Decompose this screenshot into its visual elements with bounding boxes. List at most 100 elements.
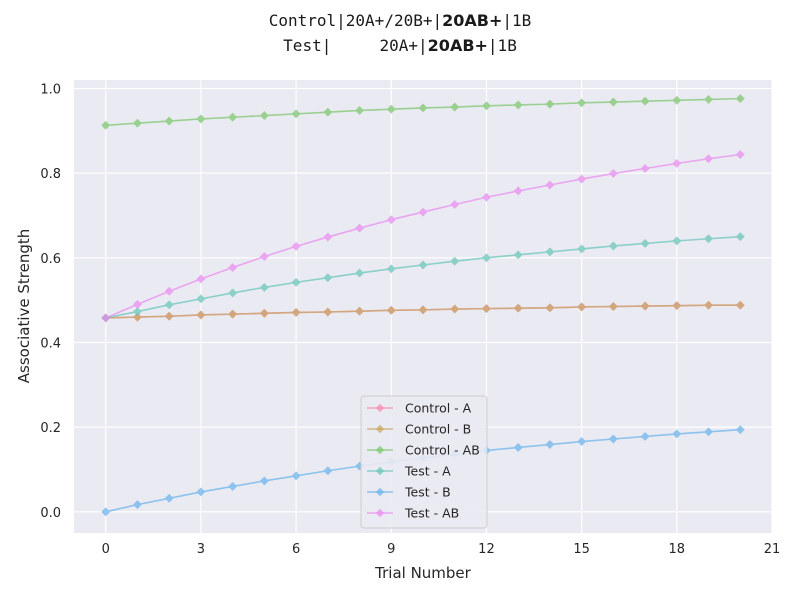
legend-swatch-marker <box>375 424 385 434</box>
legend-swatch-marker <box>375 466 385 476</box>
data-point <box>323 466 333 476</box>
data-point <box>323 307 333 317</box>
title-line-1-suffix: |1B <box>502 11 532 30</box>
x-tick-label: 3 <box>197 542 205 557</box>
data-point <box>259 282 269 293</box>
data-point <box>481 253 492 263</box>
y-axis-label: Associative Strength <box>15 229 33 383</box>
data-point <box>228 288 238 298</box>
data-point <box>513 250 523 260</box>
data-point <box>672 158 682 168</box>
data-point <box>228 481 238 491</box>
title-line-2-suffix: |1B <box>487 36 517 55</box>
data-point <box>608 97 618 107</box>
data-point <box>450 102 460 112</box>
series-control-ab <box>101 94 745 130</box>
legend: Control - A Control - B Control - AB Test -… <box>360 395 488 529</box>
data-point <box>703 154 714 164</box>
data-point <box>323 232 333 242</box>
x-tick-label: 9 <box>387 542 395 557</box>
data-point <box>132 118 143 128</box>
y-tick-labels: 0.0 0.2 0.4 0.6 0.8 1.0 <box>40 82 61 520</box>
data-point <box>513 186 523 196</box>
data-point <box>132 307 143 317</box>
x-tick-label: 0 <box>102 542 110 557</box>
data-point <box>703 427 714 437</box>
data-point <box>418 103 428 113</box>
legend-swatch-marker <box>375 403 385 413</box>
y-tick-label: 1.0 <box>40 82 61 97</box>
data-point <box>354 306 365 316</box>
data-point <box>259 111 269 121</box>
data-point <box>481 304 492 314</box>
data-point <box>640 96 650 106</box>
y-tick-label: 0.0 <box>40 506 61 521</box>
data-point <box>101 507 111 517</box>
data-point <box>608 434 618 444</box>
title-line-1: Control|20A+/20B+|20AB+|1B <box>0 8 800 33</box>
data-point <box>481 192 492 202</box>
data-point <box>640 238 650 248</box>
data-point <box>735 149 745 160</box>
data-point <box>672 95 682 105</box>
data-point <box>323 107 333 117</box>
legend-swatch-marker <box>375 445 385 455</box>
data-point <box>196 274 206 284</box>
data-point <box>450 199 460 210</box>
chart-title: Control|20A+/20B+|20AB+|1B Test| 20A+|20… <box>0 8 800 58</box>
series-test-a <box>101 232 745 323</box>
data-point <box>418 207 428 217</box>
data-point <box>577 436 587 447</box>
data-point <box>164 311 174 321</box>
title-line-1-prefix: Control|20A+/20B+| <box>268 11 443 30</box>
data-point <box>735 232 745 242</box>
legend-label: Test - A <box>404 464 451 479</box>
data-point <box>164 493 174 503</box>
data-point <box>577 98 587 108</box>
legend-label: Control - A <box>405 401 472 416</box>
data-point <box>132 500 143 510</box>
data-point <box>323 273 333 283</box>
data-point <box>196 487 206 497</box>
data-point <box>450 256 460 266</box>
x-tick-label: 15 <box>573 542 590 557</box>
data-point <box>228 309 238 319</box>
y-tick-label: 0.8 <box>40 167 61 182</box>
data-point <box>132 312 143 322</box>
data-point <box>196 294 206 304</box>
data-point <box>354 105 365 116</box>
data-point <box>228 112 238 122</box>
data-point <box>640 431 650 442</box>
data-point <box>608 301 618 312</box>
data-point <box>735 425 745 435</box>
data-point <box>196 310 206 320</box>
data-point <box>513 100 523 110</box>
data-point <box>672 301 682 311</box>
data-point <box>386 305 396 315</box>
data-point <box>196 114 206 124</box>
legend-entry: Control - B <box>367 422 471 437</box>
data-point <box>291 277 301 287</box>
series-layer <box>101 94 745 517</box>
y-tick-label: 0.6 <box>40 252 61 267</box>
title-line-2-bold: 20AB+ <box>427 36 488 55</box>
x-tick-label: 6 <box>292 542 300 557</box>
legend-entry: Control - A <box>367 401 472 416</box>
data-point <box>164 286 174 296</box>
data-point <box>164 116 174 126</box>
data-point <box>291 109 301 119</box>
data-point <box>608 169 618 179</box>
data-point <box>672 429 682 439</box>
y-tick-label: 0.4 <box>40 336 61 351</box>
data-point <box>386 104 396 114</box>
legend-entry: Control - AB <box>367 443 480 458</box>
data-point <box>450 304 460 314</box>
x-axis-label: Trial Number <box>374 564 472 582</box>
data-point <box>640 301 650 311</box>
legend-label: Test - AB <box>404 506 459 521</box>
x-tick-label: 18 <box>669 542 686 557</box>
data-point <box>735 300 745 310</box>
data-point <box>164 300 174 310</box>
legend-label: Control - AB <box>405 443 480 458</box>
